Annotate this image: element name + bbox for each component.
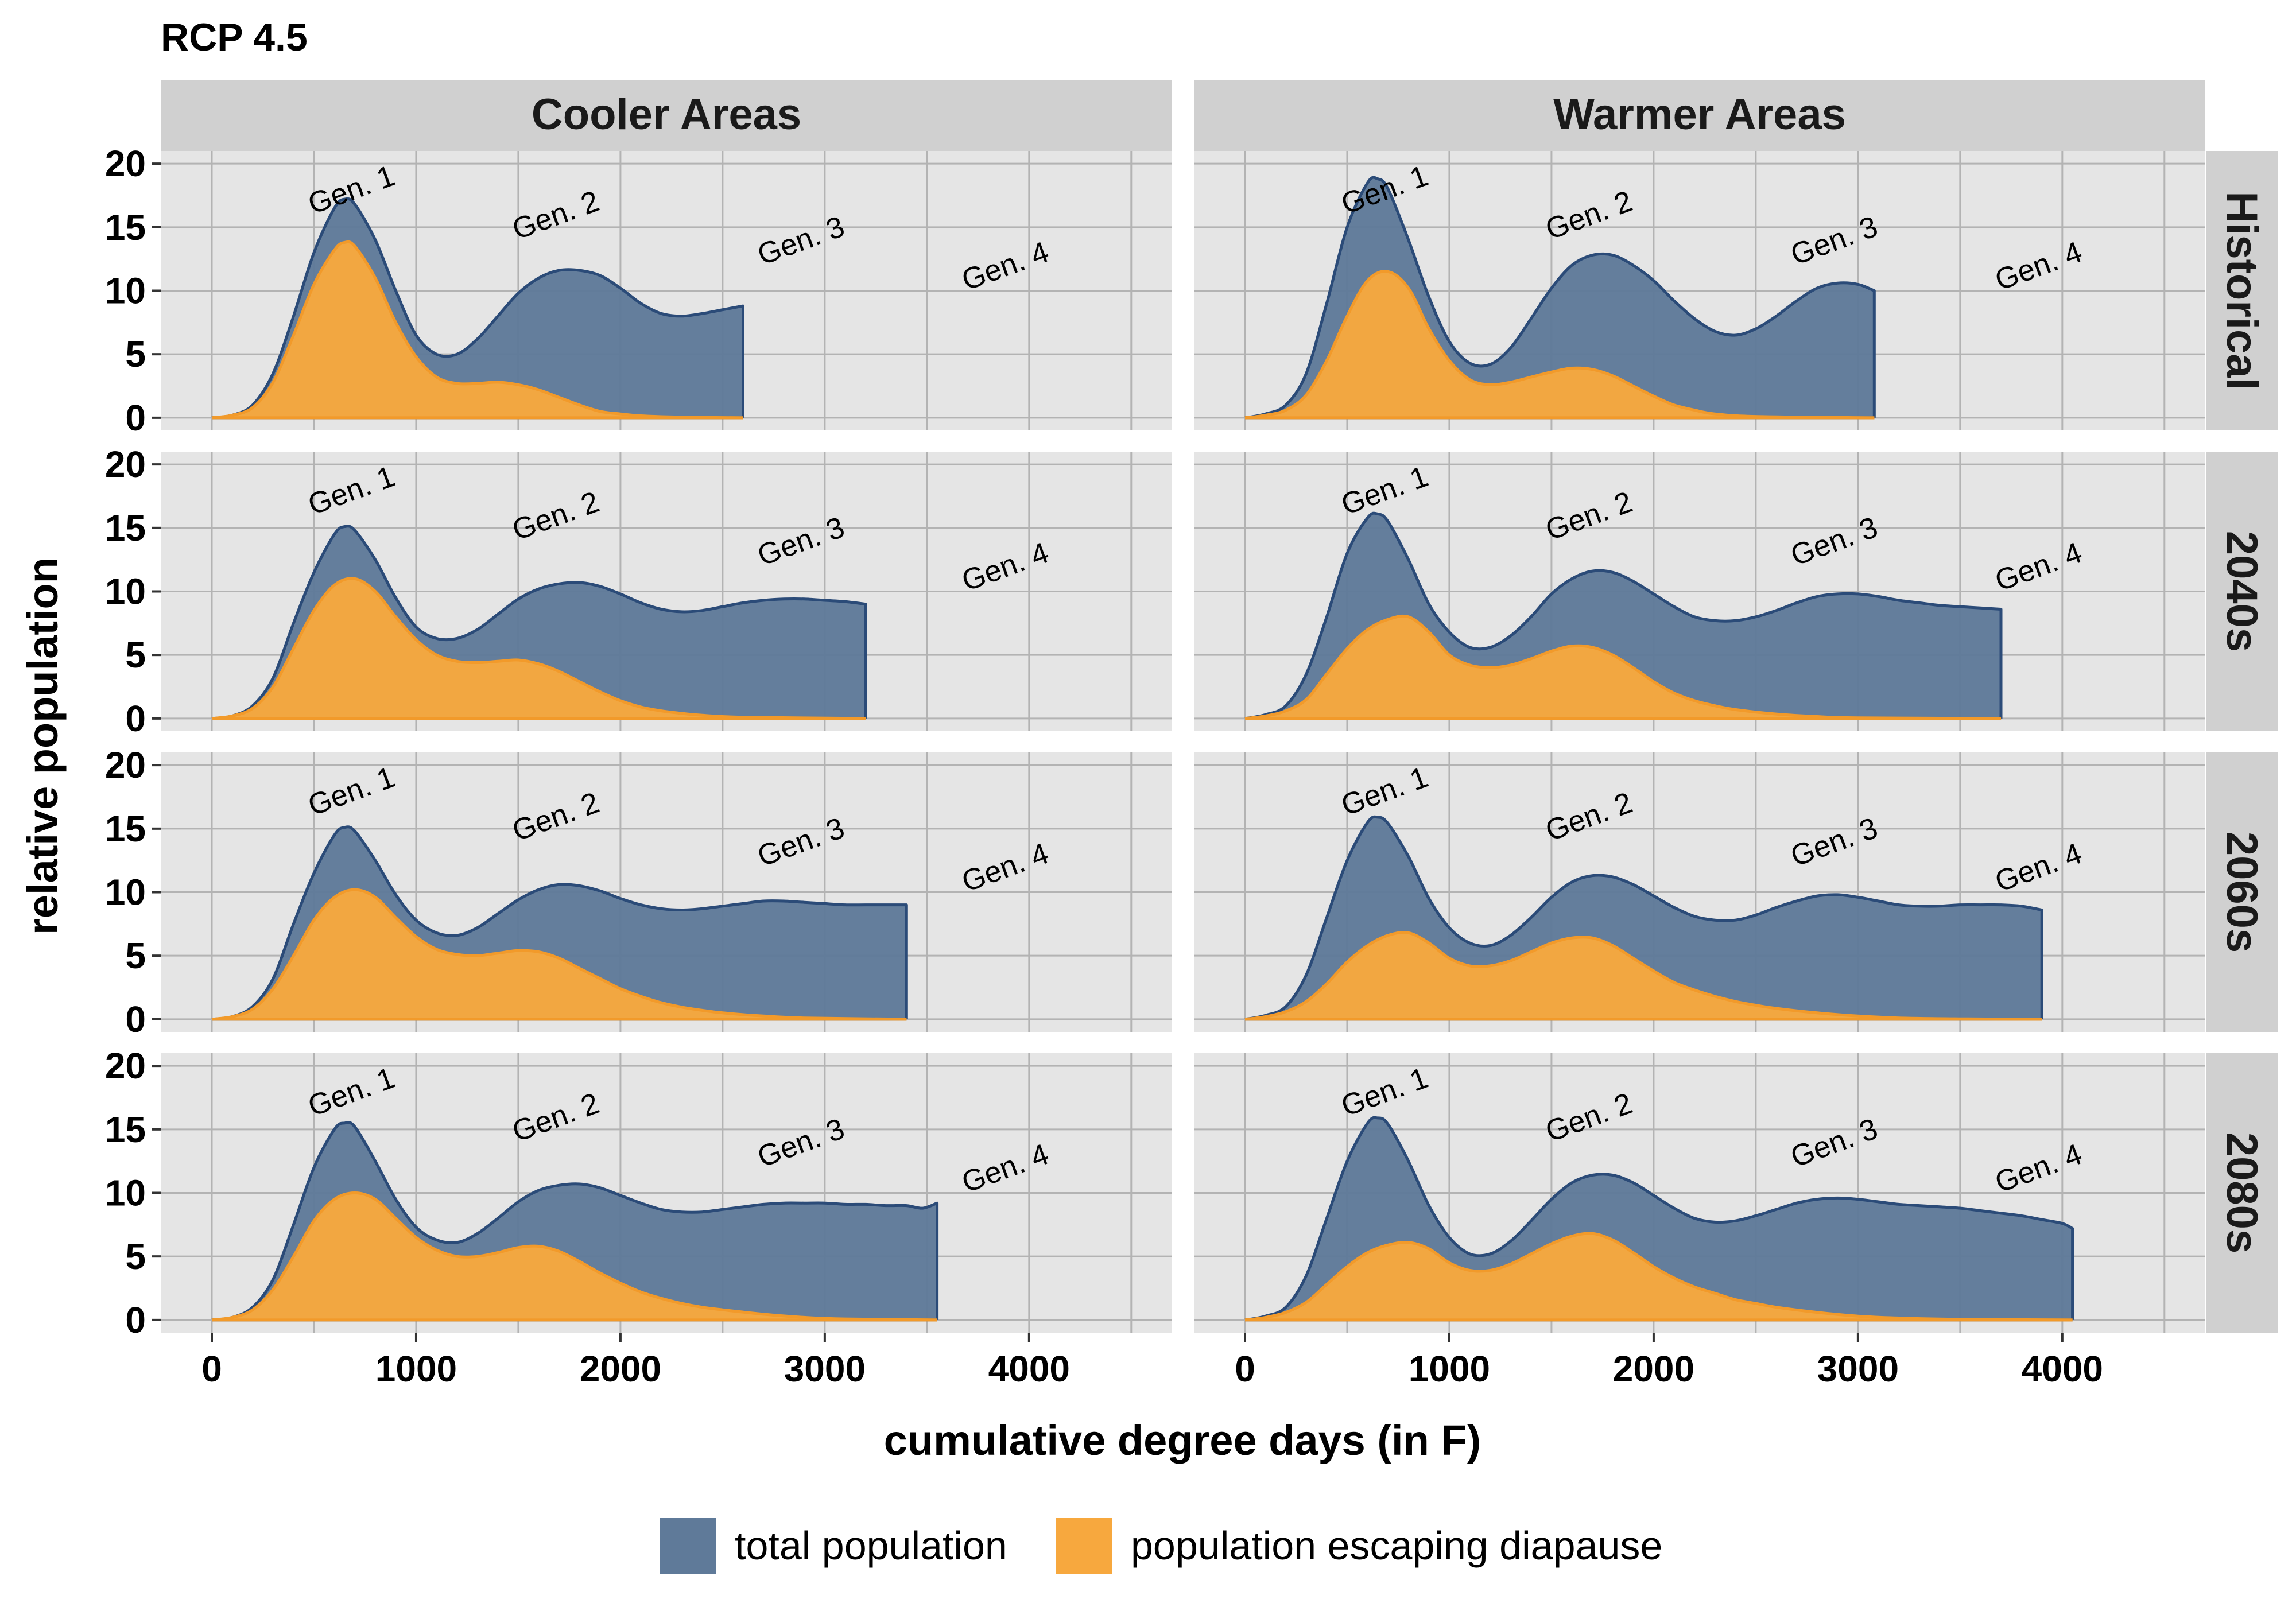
line-total-population [211, 825, 908, 1021]
y-tick-label-0: 0 [125, 698, 146, 739]
x-tick-label-3000: 3000 [1817, 1348, 1899, 1389]
legend-key-population-escaping-diapause [1056, 1518, 1112, 1574]
row-strip-2040s [2206, 452, 2278, 731]
line-population-escaping-diapause [211, 888, 907, 1021]
legend-key-total-population [660, 1518, 716, 1574]
x-tick-label-1000: 1000 [1409, 1348, 1490, 1389]
area-population-escaping-diapause [212, 890, 907, 1019]
y-tick-label-10: 10 [105, 270, 146, 312]
x-tick-label-4000: 4000 [2022, 1348, 2103, 1389]
area-population-escaping-diapause [1245, 1233, 2073, 1320]
panel-warmer-areas-2040s: Gen. 1 Gen. 2 Gen. 3 Gen. 4 [1194, 452, 2205, 731]
x-tick-label-1000: 1000 [375, 1348, 457, 1389]
panel-warmer-areas-2060s: Gen. 1 Gen. 2 Gen. 3 Gen. 4 [1194, 752, 2205, 1032]
line-population-escaping-diapause [211, 577, 866, 720]
x-axis-label: cumulative degree days (in F) [884, 1416, 1481, 1464]
y-tick-label-15: 15 [105, 808, 146, 849]
row-strip-2080s [2206, 1053, 2278, 1333]
panel-warmer-areas-historical: Gen. 1 Gen. 2 Gen. 3 Gen. 4 [1194, 151, 2205, 430]
area-population-escaping-diapause [1245, 271, 1875, 418]
y-tick-label-15: 15 [105, 507, 146, 549]
legend: total population population escaping dia… [660, 1518, 1662, 1574]
line-total-population [211, 1121, 939, 1322]
x-tick-label-4000: 4000 [988, 1348, 1070, 1389]
line-total-population [1244, 176, 1876, 420]
area-population-escaping-diapause [212, 1193, 937, 1320]
y-tick-label-10: 10 [105, 571, 146, 612]
y-axis-label: relative population [19, 557, 67, 935]
y-tick-label-10: 10 [105, 1173, 146, 1214]
chart-title: RCP 4.5 [161, 15, 308, 59]
y-tick-label-20: 20 [105, 143, 146, 184]
row-strip-label-historical: Historical [2217, 191, 2266, 390]
row-strip-historical [2206, 151, 2278, 430]
row-strip-label-2080s: 2080s [2217, 1132, 2266, 1253]
area-population-escaping-diapause [1245, 616, 2001, 719]
line-population-escaping-diapause [1244, 1232, 2073, 1322]
y-tick-label-10: 10 [105, 872, 146, 913]
line-population-escaping-diapause [211, 240, 743, 420]
y-tick-label-20: 20 [105, 444, 146, 485]
y-tick-label-5: 5 [125, 333, 146, 375]
y-tick-label-0: 0 [125, 397, 146, 438]
y-tick-label-15: 15 [105, 207, 146, 248]
column-strip-label-cooler-areas: Cooler Areas [532, 90, 801, 139]
row-strip-label-2060s: 2060s [2217, 832, 2266, 953]
column-strip-warmer-areas [1194, 80, 2205, 151]
y-tick-label-20: 20 [105, 1045, 146, 1086]
column-strip-label-warmer-areas: Warmer Areas [1553, 90, 1846, 139]
x-tick-label-0: 0 [1235, 1348, 1255, 1389]
line-population-escaping-diapause [211, 1191, 937, 1322]
y-tick-label-0: 0 [125, 999, 146, 1040]
x-tick-label-3000: 3000 [784, 1348, 866, 1389]
y-tick-label-5: 5 [125, 634, 146, 676]
line-population-escaping-diapause [1244, 931, 2042, 1021]
y-tick-label-20: 20 [105, 744, 146, 786]
legend-label-population-escaping-diapause: population escaping diapause [1131, 1523, 1662, 1568]
facet-panels: Cooler Areas Warmer Areas Historical 2040s 2… [105, 80, 2278, 1389]
row-strip-2060s [2206, 752, 2278, 1032]
line-total-population [211, 197, 744, 420]
line-total-population [211, 525, 867, 720]
panel-warmer-areas-2080s: Gen. 1 Gen. 2 Gen. 3 Gen. 40 1000 2000 3000 400… [1194, 1053, 2205, 1389]
line-total-population [1244, 511, 2003, 720]
x-tick-label-2000: 2000 [1613, 1348, 1694, 1389]
row-strip-label-2040s: 2040s [2217, 531, 2266, 652]
area-population-escaping-diapause [212, 242, 743, 418]
y-tick-label-0: 0 [125, 1299, 146, 1341]
line-total-population [1244, 815, 2043, 1021]
y-tick-label-15: 15 [105, 1109, 146, 1150]
x-tick-label-2000: 2000 [580, 1348, 661, 1389]
legend-label-total-population: total population [735, 1523, 1007, 1568]
y-tick-label-5: 5 [125, 935, 146, 976]
column-strip-cooler-areas [161, 80, 1172, 151]
line-population-escaping-diapause [1244, 614, 2002, 720]
area-population-escaping-diapause [212, 578, 866, 719]
y-tick-label-5: 5 [125, 1236, 146, 1277]
line-population-escaping-diapause [1244, 270, 1875, 420]
line-total-population [1244, 1116, 2074, 1322]
area-population-escaping-diapause [1245, 932, 2042, 1019]
x-tick-label-0: 0 [201, 1348, 222, 1389]
